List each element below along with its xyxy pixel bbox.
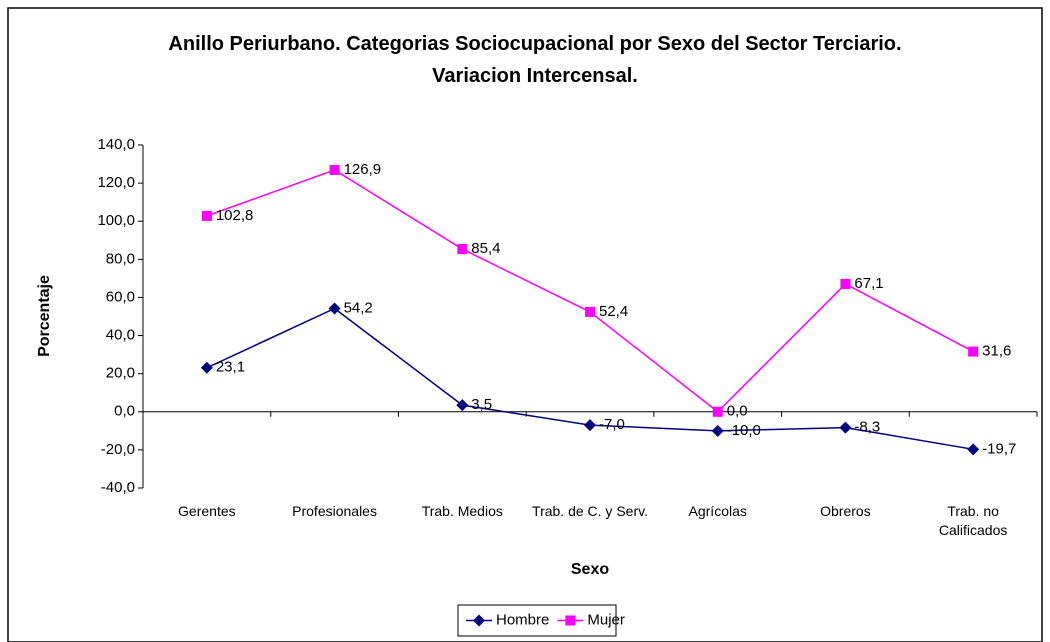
marker — [473, 614, 485, 627]
data-label: 126,9 — [344, 161, 382, 178]
data-label: -10,0 — [727, 422, 761, 439]
y-tick-label: 40,0 — [106, 327, 135, 344]
y-axis-label: Porcentaje — [36, 275, 53, 357]
data-label: 85,4 — [471, 240, 500, 257]
y-tick-label: 80,0 — [106, 250, 135, 267]
legend-label: Mujer — [587, 611, 625, 628]
chart-title: Anillo Periurbano. Categorias Sociocupac… — [168, 33, 902, 87]
data-label: -19,7 — [982, 440, 1016, 457]
marker — [968, 346, 979, 357]
data-label: -8,3 — [854, 419, 880, 436]
chart-border — [7, 7, 1043, 642]
data-label: 54,2 — [344, 299, 373, 316]
marker — [967, 443, 980, 456]
y-tick-label: 100,0 — [97, 212, 135, 229]
y-tick-label: -20,0 — [101, 441, 135, 458]
x-tick-label: Gerentes — [178, 503, 236, 519]
data-label: 0,0 — [727, 403, 748, 420]
x-tick-label: Trab. de C. y Serv. — [532, 503, 648, 519]
data-label: 67,1 — [854, 275, 883, 292]
y-tick-label: -40,0 — [101, 479, 135, 496]
data-label: 31,6 — [982, 343, 1011, 360]
data-label: 3,5 — [471, 396, 492, 413]
marker — [329, 164, 340, 175]
marker — [839, 421, 852, 434]
marker — [585, 306, 595, 317]
y-tick-label: 60,0 — [106, 288, 135, 305]
marker — [711, 424, 724, 437]
marker — [456, 399, 469, 412]
x-axis-label: Sexo — [571, 561, 609, 578]
marker — [457, 244, 468, 255]
legend-label: Hombre — [496, 611, 549, 628]
y-tick-label: 140,0 — [97, 136, 135, 153]
marker — [840, 278, 851, 289]
x-tick-label: Trab. Medios — [421, 503, 503, 519]
marker — [328, 302, 341, 315]
data-label: 23,1 — [216, 359, 245, 376]
y-tick-label: 120,0 — [97, 174, 135, 191]
data-label: -7,0 — [599, 416, 625, 433]
title-box: Anillo Periurbano. Categorias Sociocupac… — [168, 33, 902, 87]
legend-box — [457, 604, 617, 637]
data-label: 102,8 — [216, 207, 254, 224]
y-tick-label: 0,0 — [114, 403, 135, 420]
marker — [200, 361, 213, 374]
data-label: 52,4 — [599, 303, 628, 320]
x-tick-label: Agrícolas — [688, 503, 747, 519]
x-tick-label: Obreros — [820, 503, 871, 519]
y-tick-label: 20,0 — [106, 365, 135, 382]
marker — [584, 419, 596, 432]
x-tick-label: Profesionales — [292, 503, 377, 519]
marker — [201, 210, 212, 221]
x-tick-label: Trab. no Calificados — [938, 503, 1008, 538]
marker — [712, 406, 723, 417]
marker — [565, 615, 576, 626]
